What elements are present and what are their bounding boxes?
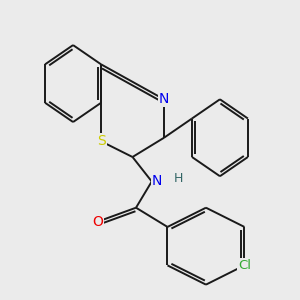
- Text: N: N: [152, 175, 162, 188]
- Text: Cl: Cl: [238, 259, 251, 272]
- Text: S: S: [97, 134, 105, 148]
- Text: H: H: [173, 172, 183, 185]
- Text: N: N: [159, 92, 169, 106]
- Text: O: O: [92, 215, 103, 229]
